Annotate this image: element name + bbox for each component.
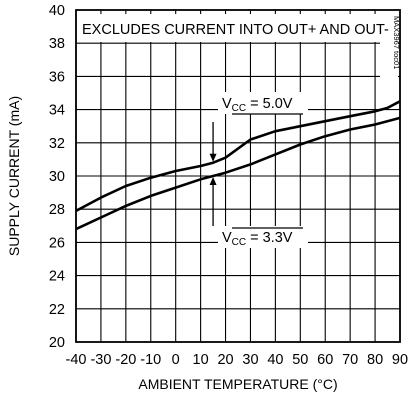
label-5v-background (218, 92, 308, 114)
annotation-box-label: EXCLUDES CURRENT INTO OUT+ AND OUT- (82, 22, 389, 38)
y-tick-label: 20 (49, 335, 65, 351)
x-tick-label: -10 (140, 352, 161, 368)
x-tick-label: 30 (242, 352, 258, 368)
x-tick-label: 20 (217, 352, 233, 368)
x-tick-label: 80 (367, 352, 383, 368)
y-tick-label: 36 (49, 69, 65, 85)
y-tick-label: 40 (49, 3, 65, 19)
x-axis-label: AMBIENT TEMPERATURE (°C) (138, 376, 337, 392)
y-tick-label: 24 (49, 269, 65, 285)
x-tick-label: 90 (392, 352, 408, 368)
series-label-0: VCC = 5.0V (222, 96, 293, 114)
tick-labels: 20 22 24 26 28 30 32 34 36 38 40 -40 -30 -20 -10 0 10 20 3… (49, 3, 408, 368)
arrow-3v3-head (209, 177, 217, 185)
y-tick-label: 38 (49, 36, 65, 52)
series-line-0 (75, 100, 401, 213)
y-tick-label: 26 (49, 235, 65, 251)
x-tick-label: 0 (172, 352, 180, 368)
series-line-1 (75, 116, 401, 231)
x-tick-label: -20 (115, 352, 136, 368)
grid-lines (75, 9, 401, 343)
label-3v3-background (218, 226, 308, 248)
x-tick-label: 60 (317, 352, 333, 368)
y-tick-label: 30 (49, 169, 65, 185)
figure-id-label: MAX3967 toc01 (392, 16, 401, 69)
data-series (75, 100, 401, 231)
y-axis-label: SUPPLY CURRENT (mA) (6, 96, 22, 256)
y-tick-label: 32 (49, 136, 65, 152)
figure-id-background (380, 14, 398, 80)
x-tick-label: 70 (342, 352, 358, 368)
annotation-box-background (80, 14, 376, 42)
arrow-5v-head (209, 153, 217, 162)
x-tick-label: -40 (66, 352, 87, 368)
y-tick-label: 22 (49, 302, 65, 318)
y-tick-label: 28 (49, 202, 65, 218)
x-tick-label: -30 (90, 352, 111, 368)
annotations: VCC = 5.0V VCC = 3.3V (80, 14, 398, 248)
series-label-1: VCC = 3.3V (222, 230, 293, 248)
plot-frame (75, 9, 401, 343)
x-tick-label: 50 (292, 352, 308, 368)
x-tick-label: 10 (193, 352, 209, 368)
y-tick-label: 34 (49, 103, 65, 119)
x-tick-label: 40 (267, 352, 283, 368)
